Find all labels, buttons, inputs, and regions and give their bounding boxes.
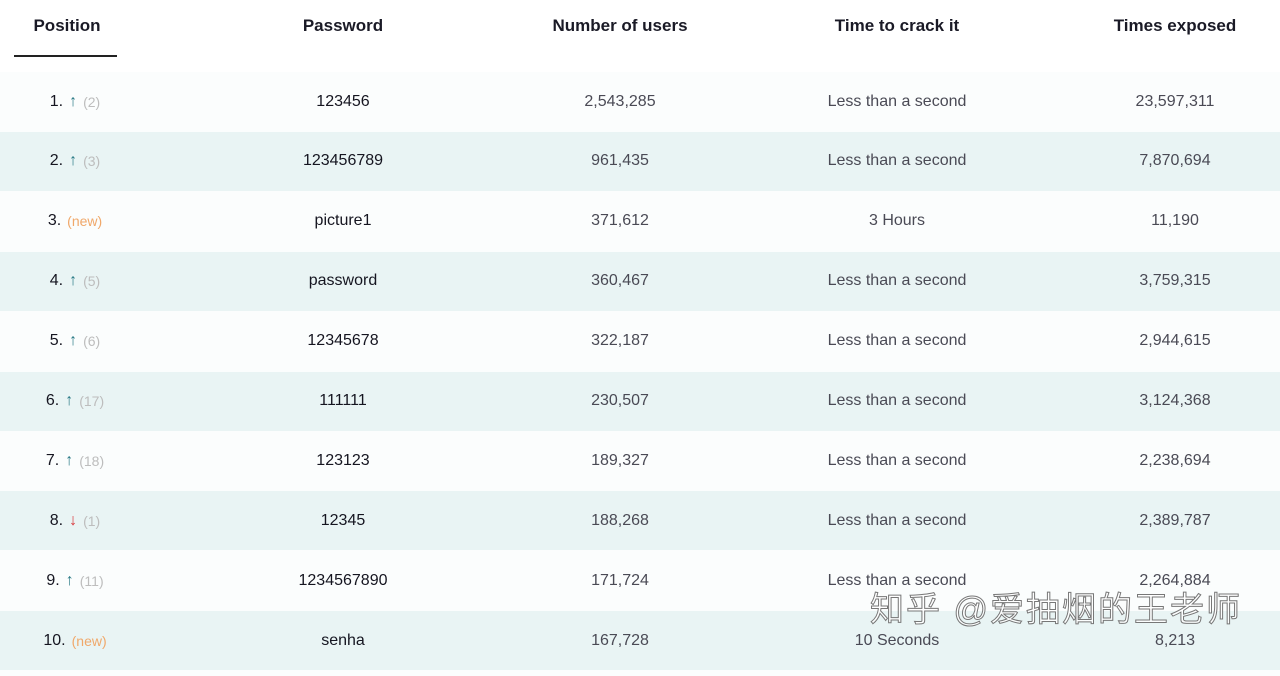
crack-time-cell: Less than a second xyxy=(827,272,967,290)
users-cell: 167,728 xyxy=(591,631,649,649)
table-row: 4. ↑ (5) password 360,467 Less than a seco… xyxy=(0,251,1280,311)
arrow-up-icon: ↑ xyxy=(69,152,78,170)
password-cell: senha xyxy=(321,631,365,649)
position-cell: 1. ↑ (2) xyxy=(50,93,100,111)
table-row: 5. ↑ (6) 12345678 322,187 Less than a seco… xyxy=(0,312,1280,371)
active-sort-underline xyxy=(14,55,117,57)
password-cell: 111111 xyxy=(319,392,367,409)
arrow-up-icon: ↑ xyxy=(69,272,78,290)
table-row: 2. ↑ (3) 123456789 961,435 Less than a sec… xyxy=(0,131,1280,191)
previous-position: (5) xyxy=(83,273,101,290)
crack-time-cell: Less than a second xyxy=(827,571,967,589)
password-cell: 1234567890 xyxy=(298,571,388,589)
users-cell: 322,187 xyxy=(591,332,649,350)
previous-position: (11) xyxy=(79,572,104,589)
users-cell: 2,543,285 xyxy=(584,92,656,110)
header-position[interactable]: Position xyxy=(33,16,101,35)
position-cell: 10. (new) xyxy=(43,632,106,650)
users-cell: 189,327 xyxy=(591,451,649,469)
arrow-down-icon: ↓ xyxy=(69,511,78,529)
arrow-up-icon: ↑ xyxy=(65,451,74,469)
position-number: 7. xyxy=(45,451,60,469)
crack-time-cell: Less than a second xyxy=(827,451,967,469)
header-number-of-users[interactable]: Number of users xyxy=(552,16,688,35)
times-exposed-cell: 3,124,368 xyxy=(1139,392,1211,409)
users-cell: 371,612 xyxy=(591,212,649,230)
header-password[interactable]: Password xyxy=(302,16,384,35)
table-row: 3. (new) picture1 371,612 3 Hours 11,190 xyxy=(0,192,1280,251)
password-cell: 12345 xyxy=(320,511,366,529)
position-cell: 9. ↑ (11) xyxy=(46,572,103,590)
users-cell: 360,467 xyxy=(591,272,649,290)
previous-position: (17) xyxy=(79,393,105,409)
table-row: 8. ↓ (1) 12345 188,268 Less than a second … xyxy=(0,491,1280,551)
times-exposed-cell: 23,597,311 xyxy=(1135,92,1215,110)
crack-time-cell: 10 Seconds xyxy=(854,631,940,649)
position-cell: 3. (new) xyxy=(48,212,102,230)
arrow-up-icon: ↑ xyxy=(65,571,74,589)
previous-position: (3) xyxy=(83,153,101,170)
users-cell: 188,268 xyxy=(591,511,649,529)
times-exposed-cell: 2,264,884 xyxy=(1139,571,1211,589)
table-row: 9. ↑ (11) 1234567890 171,724 Less than a s… xyxy=(0,551,1280,610)
users-cell: 230,507 xyxy=(591,392,649,409)
password-cell: 123123 xyxy=(316,451,370,469)
previous-position: (new) xyxy=(71,632,107,649)
table-row: 10. (new) senha 167,728 10 Seconds 8,213 xyxy=(0,611,1280,671)
times-exposed-cell: 8,213 xyxy=(1154,631,1196,649)
password-cell: picture1 xyxy=(314,212,372,230)
password-cell: password xyxy=(308,272,378,290)
position-cell: 6. ↑ (17) xyxy=(46,392,104,410)
arrow-up-icon: ↑ xyxy=(65,392,74,409)
position-number: 5. xyxy=(49,332,64,350)
times-exposed-cell: 7,870,694 xyxy=(1139,152,1211,170)
crack-time-cell: Less than a second xyxy=(827,152,967,170)
position-number: 8. xyxy=(49,511,64,529)
position-number: 1. xyxy=(49,92,64,110)
position-cell: 7. ↑ (18) xyxy=(46,452,104,470)
arrow-up-icon: ↑ xyxy=(69,332,78,350)
table-row: 7. ↑ (18) 123123 189,327 Less than a secon… xyxy=(0,431,1280,490)
times-exposed-cell: 2,238,694 xyxy=(1139,451,1211,469)
header-time-to-crack[interactable]: Time to crack it xyxy=(834,16,960,35)
times-exposed-cell: 2,389,787 xyxy=(1139,511,1211,529)
position-number: 3. xyxy=(47,212,62,230)
users-cell: 171,724 xyxy=(591,571,649,589)
crack-time-cell: Less than a second xyxy=(827,392,967,409)
position-cell: 4. ↑ (5) xyxy=(50,272,100,290)
previous-position: (new) xyxy=(67,213,103,230)
previous-position: (6) xyxy=(83,333,101,350)
watermark: 知乎 @爱抽烟的王老师 xyxy=(870,591,1242,629)
header-times-exposed[interactable]: Times exposed xyxy=(1113,16,1237,35)
crack-time-cell: 3 Hours xyxy=(868,212,926,230)
position-number: 6. xyxy=(45,392,60,409)
position-cell: 2. ↑ (3) xyxy=(50,152,100,170)
times-exposed-cell: 2,944,615 xyxy=(1139,332,1211,350)
password-cell: 12345678 xyxy=(307,332,379,350)
crack-time-cell: Less than a second xyxy=(827,511,967,529)
password-cell: 123456 xyxy=(316,92,370,110)
password-cell: 123456789 xyxy=(302,152,384,170)
position-number: 10. xyxy=(43,631,66,649)
position-number: 9. xyxy=(46,571,60,589)
crack-time-cell: Less than a second xyxy=(827,332,967,350)
table-header: Position Password Number of users Time t… xyxy=(0,0,1280,72)
table-row: 1. ↑ (2) 123456 2,543,285 Less than a seco… xyxy=(0,72,1280,131)
previous-position: (1) xyxy=(83,512,101,529)
crack-time-cell: Less than a second xyxy=(827,92,967,110)
position-number: 4. xyxy=(49,272,64,290)
position-cell: 8. ↓ (1) xyxy=(50,512,100,530)
position-number: 2. xyxy=(49,152,64,170)
times-exposed-cell: 11,190 xyxy=(1151,212,1199,230)
arrow-up-icon: ↑ xyxy=(69,92,78,110)
table-row: 6. ↑ (17) 111111 230,507 Less than a secon… xyxy=(0,371,1280,431)
users-cell: 961,435 xyxy=(591,152,649,170)
previous-position: (18) xyxy=(79,452,105,469)
previous-position: (2) xyxy=(83,93,101,110)
times-exposed-cell: 3,759,315 xyxy=(1139,272,1211,290)
position-cell: 5. ↑ (6) xyxy=(50,332,100,350)
